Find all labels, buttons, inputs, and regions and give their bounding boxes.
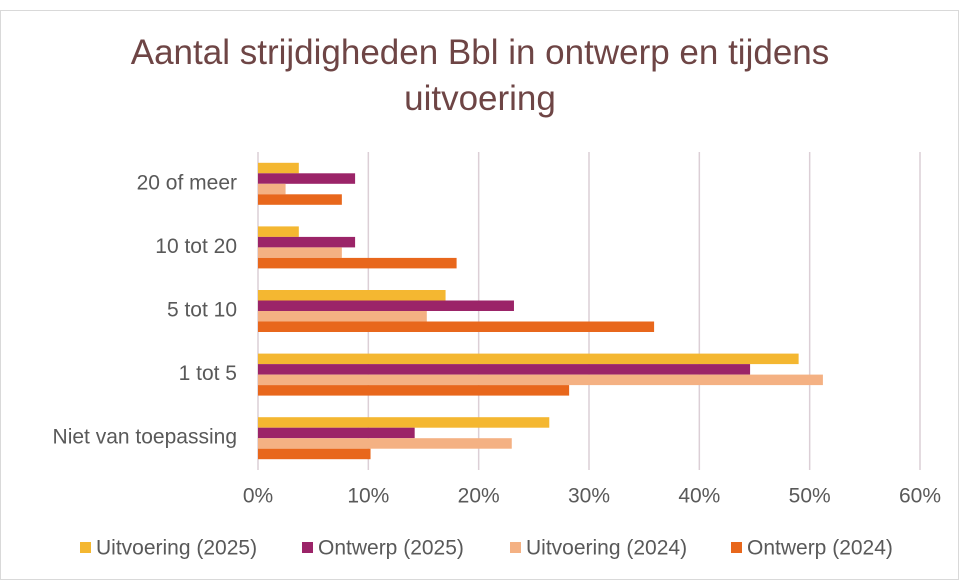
x-tick-label: 60% [899, 485, 941, 508]
y-tick-label: 1 tot 5 [179, 362, 237, 385]
x-tick-label: 40% [678, 485, 720, 508]
bar [258, 385, 570, 396]
bar [258, 247, 342, 258]
y-tick-label: 10 tot 20 [155, 235, 237, 258]
bar [258, 257, 457, 269]
bar [258, 353, 799, 365]
x-tick-label: 0% [243, 485, 273, 508]
bar [258, 417, 550, 428]
legend-swatch [80, 542, 91, 553]
legend-swatch [302, 542, 313, 553]
bar [258, 374, 823, 386]
y-tick-label: Niet van toepassing [53, 426, 237, 449]
chart-border [0, 10, 959, 580]
bar [258, 162, 299, 174]
bar [258, 311, 427, 322]
legend-swatch [510, 542, 521, 553]
x-tick-label: 20% [458, 485, 500, 508]
bar [258, 290, 446, 301]
x-tick-label: 30% [568, 485, 610, 508]
chart-title: Aantal strijdigheden Bbl in ontwerp en t… [130, 33, 830, 118]
bar [258, 321, 655, 332]
legend-label: Ontwerp (2025) [318, 537, 464, 560]
bar [258, 226, 299, 237]
bar [258, 448, 371, 460]
legend-label: Uitvoering (2024) [526, 537, 687, 560]
bar [258, 427, 415, 439]
legend-label: Uitvoering (2025) [96, 537, 257, 560]
bar [258, 173, 356, 184]
x-tick-label: 50% [789, 485, 831, 508]
bar [258, 364, 751, 375]
bar [258, 236, 356, 248]
bar [258, 194, 342, 205]
y-tick-label: 5 tot 10 [167, 299, 237, 322]
y-tick-label: 20 of meer [137, 171, 237, 194]
bar [258, 300, 514, 311]
legend-swatch [731, 542, 742, 553]
x-tick-label: 10% [347, 485, 389, 508]
bar [258, 438, 512, 449]
legend-label: Ontwerp (2024) [747, 537, 893, 560]
bar [258, 183, 286, 195]
